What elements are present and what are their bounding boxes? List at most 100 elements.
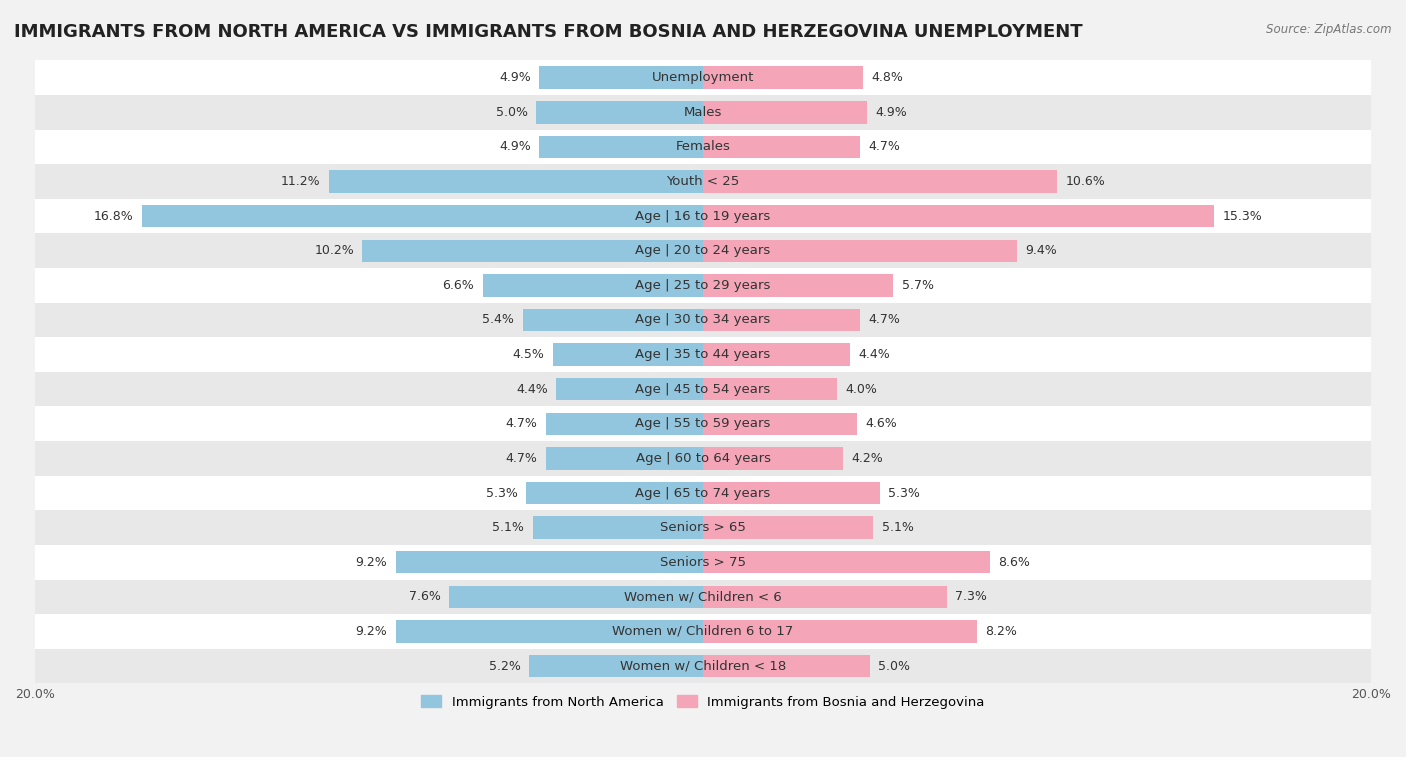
Text: 5.7%: 5.7% xyxy=(901,279,934,292)
Bar xyxy=(703,655,870,678)
Bar xyxy=(703,205,1213,227)
Bar xyxy=(703,516,873,539)
Bar xyxy=(35,407,1371,441)
Bar xyxy=(536,101,703,123)
Text: 4.7%: 4.7% xyxy=(506,452,537,465)
Text: 4.7%: 4.7% xyxy=(869,313,900,326)
Text: 11.2%: 11.2% xyxy=(281,175,321,188)
Bar xyxy=(703,309,860,332)
Bar xyxy=(540,67,703,89)
Text: Women w/ Children < 6: Women w/ Children < 6 xyxy=(624,590,782,603)
Text: 7.6%: 7.6% xyxy=(409,590,441,603)
Bar xyxy=(35,580,1371,614)
Bar xyxy=(363,239,703,262)
Text: 9.4%: 9.4% xyxy=(1025,245,1057,257)
Bar xyxy=(703,344,851,366)
Text: Age | 55 to 59 years: Age | 55 to 59 years xyxy=(636,417,770,430)
Text: Age | 60 to 64 years: Age | 60 to 64 years xyxy=(636,452,770,465)
Bar xyxy=(526,481,703,504)
Text: 4.4%: 4.4% xyxy=(516,383,548,396)
Text: Females: Females xyxy=(675,141,731,154)
Text: 4.0%: 4.0% xyxy=(845,383,877,396)
Bar xyxy=(553,344,703,366)
Text: 5.2%: 5.2% xyxy=(489,659,522,672)
Text: 10.2%: 10.2% xyxy=(314,245,354,257)
Text: Age | 20 to 24 years: Age | 20 to 24 years xyxy=(636,245,770,257)
Text: 5.4%: 5.4% xyxy=(482,313,515,326)
Bar xyxy=(449,586,703,608)
Text: 5.0%: 5.0% xyxy=(496,106,527,119)
Text: 5.1%: 5.1% xyxy=(492,521,524,534)
Text: Seniors > 75: Seniors > 75 xyxy=(659,556,747,569)
Text: Seniors > 65: Seniors > 65 xyxy=(659,521,747,534)
Bar xyxy=(703,239,1017,262)
Text: Unemployment: Unemployment xyxy=(652,71,754,84)
Bar xyxy=(703,447,844,469)
Text: 6.6%: 6.6% xyxy=(443,279,474,292)
Bar xyxy=(142,205,703,227)
Text: 5.1%: 5.1% xyxy=(882,521,914,534)
Bar xyxy=(35,199,1371,233)
Bar xyxy=(35,233,1371,268)
Bar xyxy=(35,510,1371,545)
Bar xyxy=(35,545,1371,580)
Legend: Immigrants from North America, Immigrants from Bosnia and Herzegovina: Immigrants from North America, Immigrant… xyxy=(416,690,990,714)
Text: 4.6%: 4.6% xyxy=(865,417,897,430)
Bar xyxy=(482,274,703,297)
Text: 4.9%: 4.9% xyxy=(499,141,531,154)
Text: 4.2%: 4.2% xyxy=(852,452,883,465)
Text: 8.2%: 8.2% xyxy=(986,625,1017,638)
Text: 5.3%: 5.3% xyxy=(485,487,517,500)
Text: 5.0%: 5.0% xyxy=(879,659,910,672)
Text: Age | 16 to 19 years: Age | 16 to 19 years xyxy=(636,210,770,223)
Text: Age | 65 to 74 years: Age | 65 to 74 years xyxy=(636,487,770,500)
Bar xyxy=(35,475,1371,510)
Bar xyxy=(35,441,1371,475)
Bar xyxy=(703,481,880,504)
Bar xyxy=(35,614,1371,649)
Bar xyxy=(546,447,703,469)
Bar xyxy=(703,136,860,158)
Bar xyxy=(35,649,1371,684)
Text: 4.8%: 4.8% xyxy=(872,71,904,84)
Text: 8.6%: 8.6% xyxy=(998,556,1031,569)
Bar xyxy=(703,170,1057,193)
Bar xyxy=(540,136,703,158)
Bar xyxy=(703,413,856,435)
Text: Source: ZipAtlas.com: Source: ZipAtlas.com xyxy=(1267,23,1392,36)
Bar xyxy=(533,516,703,539)
Bar xyxy=(329,170,703,193)
Text: Age | 35 to 44 years: Age | 35 to 44 years xyxy=(636,348,770,361)
Text: Youth < 25: Youth < 25 xyxy=(666,175,740,188)
Text: Age | 30 to 34 years: Age | 30 to 34 years xyxy=(636,313,770,326)
Text: 9.2%: 9.2% xyxy=(356,625,387,638)
Bar xyxy=(35,303,1371,338)
Text: Women w/ Children 6 to 17: Women w/ Children 6 to 17 xyxy=(613,625,793,638)
Text: 10.6%: 10.6% xyxy=(1066,175,1105,188)
Bar xyxy=(703,67,863,89)
Text: 16.8%: 16.8% xyxy=(94,210,134,223)
Bar xyxy=(703,551,990,574)
Bar xyxy=(523,309,703,332)
Bar xyxy=(703,620,977,643)
Bar xyxy=(395,551,703,574)
Bar xyxy=(703,101,866,123)
Text: 4.9%: 4.9% xyxy=(875,106,907,119)
Text: Age | 25 to 29 years: Age | 25 to 29 years xyxy=(636,279,770,292)
Bar xyxy=(703,274,893,297)
Text: 4.4%: 4.4% xyxy=(858,348,890,361)
Text: 9.2%: 9.2% xyxy=(356,556,387,569)
Bar xyxy=(35,61,1371,95)
Bar xyxy=(35,95,1371,129)
Text: 5.3%: 5.3% xyxy=(889,487,921,500)
Bar xyxy=(555,378,703,400)
Bar xyxy=(546,413,703,435)
Text: Age | 45 to 54 years: Age | 45 to 54 years xyxy=(636,383,770,396)
Bar xyxy=(395,620,703,643)
Text: 4.7%: 4.7% xyxy=(869,141,900,154)
Text: Males: Males xyxy=(683,106,723,119)
Bar xyxy=(35,164,1371,199)
Bar xyxy=(35,129,1371,164)
Bar xyxy=(529,655,703,678)
Bar xyxy=(35,268,1371,303)
